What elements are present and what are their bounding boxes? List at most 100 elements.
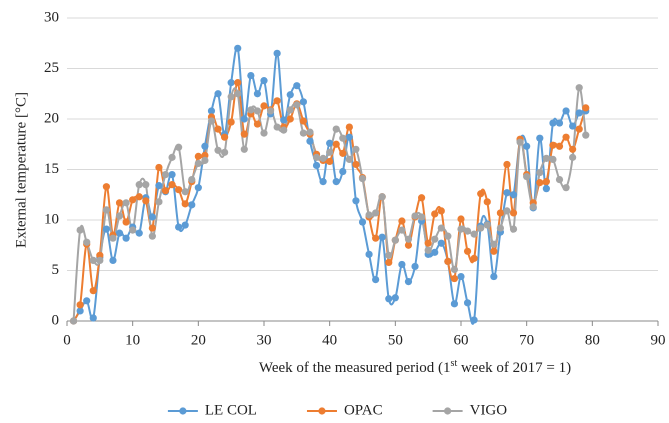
data-point bbox=[339, 149, 347, 157]
data-point bbox=[214, 90, 222, 98]
data-point bbox=[109, 256, 117, 264]
data-point bbox=[142, 181, 150, 189]
data-point bbox=[457, 215, 465, 223]
data-point bbox=[431, 235, 439, 243]
legend-marker bbox=[444, 407, 452, 415]
data-point bbox=[306, 128, 314, 136]
data-point bbox=[404, 235, 413, 243]
data-point bbox=[437, 224, 445, 232]
data-point bbox=[312, 161, 321, 170]
y-tick-label: 5 bbox=[52, 262, 60, 278]
data-point bbox=[168, 181, 176, 189]
data-point bbox=[247, 106, 255, 114]
data-point bbox=[260, 102, 268, 110]
data-point bbox=[582, 131, 590, 139]
data-point bbox=[358, 218, 367, 226]
data-point bbox=[424, 239, 432, 247]
data-point bbox=[96, 251, 104, 259]
y-axis-title: External temperature [°C] bbox=[13, 92, 29, 248]
data-point bbox=[503, 189, 511, 197]
data-point bbox=[122, 234, 130, 242]
data-point bbox=[569, 122, 577, 130]
data-point bbox=[444, 232, 452, 240]
x-tick-label: 70 bbox=[519, 332, 534, 348]
x-tick-label: 0 bbox=[63, 332, 71, 348]
data-point bbox=[352, 197, 360, 205]
data-point bbox=[260, 77, 268, 85]
data-point bbox=[358, 174, 367, 183]
data-point bbox=[221, 148, 229, 156]
data-point bbox=[470, 316, 478, 324]
data-point bbox=[385, 251, 393, 259]
data-point bbox=[496, 209, 504, 217]
data-point bbox=[96, 256, 104, 264]
data-point bbox=[266, 107, 275, 115]
data-point bbox=[555, 176, 564, 184]
data-point bbox=[240, 115, 248, 123]
data-point bbox=[280, 126, 288, 134]
data-point bbox=[135, 181, 143, 189]
data-point bbox=[509, 209, 518, 217]
data-point bbox=[155, 182, 163, 190]
data-point bbox=[240, 145, 248, 153]
data-point bbox=[69, 317, 78, 325]
data-point bbox=[76, 307, 84, 315]
data-point bbox=[398, 226, 406, 234]
data-point bbox=[339, 167, 347, 176]
data-point bbox=[175, 223, 183, 231]
data-point bbox=[542, 154, 550, 162]
data-point bbox=[463, 247, 472, 255]
data-point bbox=[293, 82, 301, 90]
data-point bbox=[188, 176, 196, 184]
data-point bbox=[319, 154, 327, 162]
data-point bbox=[470, 254, 478, 262]
data-point bbox=[76, 301, 84, 309]
data-point bbox=[148, 224, 156, 232]
data-point bbox=[345, 155, 353, 163]
data-point bbox=[575, 84, 583, 92]
data-point bbox=[155, 198, 163, 206]
data-point bbox=[240, 130, 248, 138]
data-point bbox=[503, 160, 511, 169]
data-point bbox=[161, 170, 170, 179]
data-point bbox=[201, 151, 209, 159]
x-tick-label: 40 bbox=[322, 332, 337, 348]
x-tick-label: 80 bbox=[585, 332, 600, 348]
x-tick-label: 10 bbox=[125, 332, 140, 348]
data-point bbox=[253, 120, 262, 128]
y-tick-label: 30 bbox=[44, 9, 59, 25]
data-point bbox=[411, 212, 419, 220]
data-point bbox=[404, 241, 413, 249]
data-point bbox=[135, 193, 143, 201]
data-point bbox=[260, 129, 268, 137]
data-point bbox=[194, 152, 202, 160]
data-point bbox=[234, 79, 242, 87]
data-point bbox=[523, 172, 531, 181]
data-point bbox=[509, 191, 518, 199]
data-point bbox=[542, 178, 550, 186]
data-point bbox=[365, 211, 373, 219]
data-point bbox=[188, 201, 196, 209]
y-tick-label: 0 bbox=[52, 312, 60, 328]
x-axis-title: Week of the measured period (1st week of… bbox=[259, 358, 571, 376]
data-point bbox=[253, 107, 262, 115]
data-point bbox=[431, 210, 439, 218]
series-line bbox=[72, 81, 587, 322]
y-tick-label: 20 bbox=[44, 110, 59, 126]
data-point bbox=[115, 229, 124, 237]
data-point bbox=[332, 178, 340, 186]
data-point bbox=[450, 274, 459, 283]
data-point bbox=[273, 49, 281, 57]
data-point bbox=[181, 188, 189, 196]
data-point bbox=[437, 239, 445, 247]
data-point bbox=[457, 272, 465, 281]
data-point bbox=[503, 207, 511, 215]
data-point bbox=[345, 133, 353, 141]
data-point bbox=[286, 91, 294, 99]
data-point bbox=[523, 142, 531, 150]
data-point bbox=[227, 118, 235, 126]
data-point bbox=[490, 240, 498, 248]
data-point bbox=[385, 295, 393, 303]
series-line bbox=[72, 86, 587, 322]
data-point bbox=[431, 248, 439, 256]
